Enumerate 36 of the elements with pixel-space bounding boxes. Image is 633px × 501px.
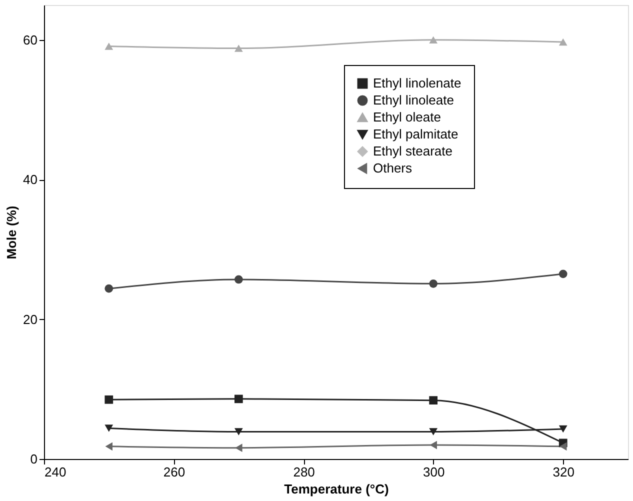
y-tick-label: 60 xyxy=(23,32,38,48)
legend-label: Others xyxy=(373,160,413,176)
legend-label: Ethyl stearate xyxy=(373,144,452,158)
point xyxy=(558,270,568,278)
point xyxy=(104,284,114,293)
point xyxy=(429,396,438,405)
point xyxy=(104,424,114,432)
y-tick-label: 20 xyxy=(23,312,38,327)
point xyxy=(429,280,438,288)
point xyxy=(234,428,243,436)
point xyxy=(235,444,242,452)
x-tick-label: 280 xyxy=(293,464,315,480)
y-axis-title: Mole (%) xyxy=(4,206,20,260)
point xyxy=(559,442,567,451)
y-tick-label: 40 xyxy=(23,172,38,188)
point xyxy=(105,442,113,451)
point xyxy=(104,395,114,404)
point xyxy=(429,36,438,44)
x-tick-label: 240 xyxy=(44,464,66,480)
x-tick-label: 320 xyxy=(552,464,574,480)
point xyxy=(234,394,243,404)
point xyxy=(234,44,243,52)
x-tick-label: 260 xyxy=(163,464,186,480)
x-axis-title: Temperature (°C) xyxy=(284,482,389,496)
y-tick-label: 0 xyxy=(30,452,38,466)
legend-label: Ethyl linoleate xyxy=(373,92,454,108)
point xyxy=(234,275,243,284)
point xyxy=(104,42,114,50)
legend-label: Ethyl palmitate xyxy=(373,126,458,142)
x-tick-label: 300 xyxy=(422,464,445,480)
point xyxy=(429,428,438,436)
point xyxy=(558,38,568,46)
legend-label: Ethyl oleate xyxy=(373,110,441,124)
legend-label: Ethyl linolenate xyxy=(373,76,462,90)
point xyxy=(558,425,568,433)
point xyxy=(430,440,437,450)
